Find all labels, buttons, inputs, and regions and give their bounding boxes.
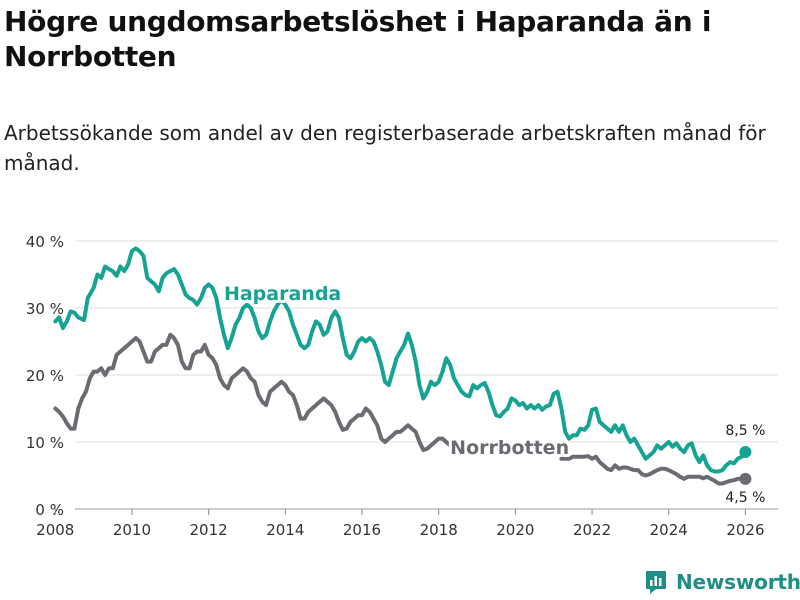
end-value-label-norrbotten: 4,5 %: [725, 490, 765, 506]
x-tick-label: 2024: [650, 521, 688, 539]
x-tick-label: 2012: [190, 521, 228, 539]
series-line-haparanda: [53, 246, 748, 474]
series-label-norrbotten: Norrbotten: [450, 437, 569, 459]
x-tick-label: 2016: [343, 521, 381, 539]
x-tick-label: 2018: [420, 521, 458, 539]
series-line-norrbotten: [53, 332, 464, 455]
series-labels: 8,5 %4,5 %HaparandaHaparandaNorrbottenNo…: [221, 280, 765, 506]
end-markers: [739, 446, 752, 485]
x-tick-label: 2014: [266, 521, 304, 539]
end-value-label-haparanda: 8,5 %: [725, 423, 765, 439]
chart-subtitle: Arbetssökande som andel av den registerb…: [4, 121, 766, 175]
series-label-haparanda: Haparanda: [224, 283, 341, 305]
newsworthy-logo-text: Newsworthy: [676, 570, 800, 594]
x-tick-label: 2008: [36, 521, 74, 539]
end-marker-haparanda: [739, 446, 752, 459]
series-lines: [53, 246, 748, 486]
y-tick-label: 20 %: [26, 367, 64, 385]
end-marker-norrbotten: [739, 472, 752, 485]
x-tick-label: 2010: [113, 521, 151, 539]
y-tick-label: 0 %: [35, 501, 64, 519]
newsworthy-logo[interactable]: Newsworthy: [644, 569, 800, 595]
y-axis-ticks: 0 % 10 % 20 % 30 % 40 %: [26, 233, 64, 519]
y-tick-label: 10 %: [26, 434, 64, 452]
x-tick-label: 2020: [496, 521, 534, 539]
x-axis-ticks: 2008 2010 2012 2014 2016 2018 2020 2022 2024 2026: [36, 509, 765, 539]
x-tick-label: 2026: [726, 521, 764, 539]
grid-lines: [75, 240, 778, 510]
y-tick-label: 40 %: [26, 233, 64, 251]
y-tick-label: 30 %: [26, 300, 64, 318]
series-line-norrbotten-tail: [559, 454, 748, 486]
x-tick-label: 2022: [573, 521, 611, 539]
series-label-norrbotten-halo: Norrbotten: [450, 437, 569, 459]
newsworthy-logo-icon: [646, 571, 666, 594]
series-label-haparanda-halo: Haparanda: [224, 283, 341, 305]
chart-title: Högre ungdomsarbetslöshet i Haparanda än…: [4, 5, 712, 73]
